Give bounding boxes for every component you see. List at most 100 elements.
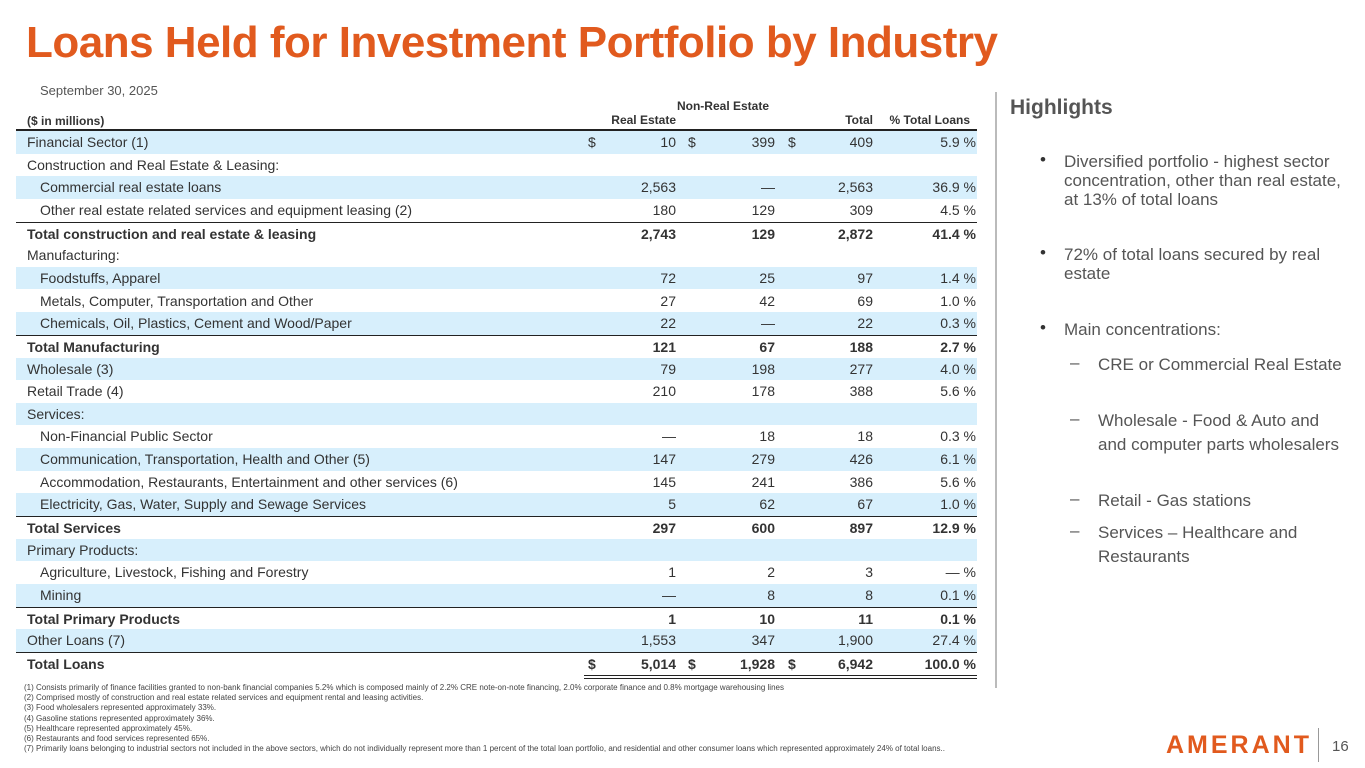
logo-divider bbox=[1318, 728, 1319, 762]
sub-text: Wholesale - Food & Auto and and computer… bbox=[1098, 411, 1339, 454]
cell: 2 bbox=[767, 564, 775, 581]
cell: 129 bbox=[751, 201, 775, 218]
row-label: Total Loans bbox=[27, 655, 105, 672]
row-label: Financial Sector (1) bbox=[27, 134, 149, 150]
cell: 22 bbox=[857, 315, 873, 332]
cell: 309 bbox=[849, 201, 873, 218]
table-row: Total Loans 5,014 $1,928 $6,942 $100.0 % bbox=[16, 651, 977, 675]
row-label: Wholesale (3) bbox=[27, 360, 114, 377]
cell: 0.1 % bbox=[940, 610, 976, 627]
row-label: Retail Trade (4) bbox=[27, 383, 124, 400]
table-row: Total Manufacturing 121 67 188 2.7 % bbox=[16, 334, 977, 358]
table-row: Chemicals, Oil, Plastics, Cement and Woo… bbox=[16, 312, 977, 335]
currency: $ bbox=[588, 134, 596, 150]
footnote: (3) Food wholesalers represented approxi… bbox=[24, 703, 217, 713]
bullet-dot: • bbox=[1040, 150, 1046, 169]
table-row: Mining — 8 8 0.1 % bbox=[16, 584, 977, 607]
cell: 2,563 bbox=[640, 179, 676, 196]
table-row: Services: bbox=[16, 402, 977, 426]
row-label: Manufacturing: bbox=[27, 247, 120, 264]
table-row: Accommodation, Restaurants, Entertainmen… bbox=[16, 471, 977, 494]
table-row: Foodstuffs, Apparel 72 25 97 1.4 % bbox=[16, 266, 977, 290]
table-header: % Total Loans bbox=[889, 113, 970, 127]
page-number: 16 bbox=[1332, 738, 1349, 755]
table-row: Non-Financial Public Sector — 18 18 0.3 % bbox=[16, 425, 977, 448]
cell: 8 bbox=[767, 587, 775, 603]
cell: 5.6 % bbox=[940, 383, 976, 400]
table-row: Retail Trade (4) 210 178 388 5.6 % bbox=[16, 380, 977, 403]
cell: 11 bbox=[858, 610, 873, 627]
cell: 8 bbox=[865, 587, 873, 603]
cell: 409 bbox=[849, 134, 873, 150]
sub-text: Services – Healthcare and Restaurants bbox=[1098, 523, 1298, 566]
cell: 0.3 % bbox=[940, 428, 976, 445]
currency: $ bbox=[788, 655, 796, 672]
cell: 0.1 % bbox=[940, 587, 976, 603]
table-row: Wholesale (3) 79 198 277 4.0 % bbox=[16, 357, 977, 381]
cell: 6.1 % bbox=[940, 451, 976, 468]
cell: 279 bbox=[751, 451, 775, 468]
sub-text: CRE or Commercial Real Estate bbox=[1098, 355, 1342, 374]
sub-dash: – bbox=[1070, 353, 1080, 372]
table-row: Construction and Real Estate & Leasing: bbox=[16, 154, 977, 177]
total-rule bbox=[584, 674, 977, 676]
divider bbox=[995, 92, 997, 688]
cell: 2,563 bbox=[837, 179, 873, 196]
title: Loans Held for Investment Portfolio by I… bbox=[26, 18, 998, 67]
cell: 121 bbox=[652, 338, 676, 355]
cell: 180 bbox=[652, 201, 676, 218]
cell: 1.4 % bbox=[940, 269, 976, 286]
table-row: Primary Products: bbox=[16, 538, 977, 562]
table-row: Total Services 297 600 897 12.9 % bbox=[16, 516, 977, 539]
cell: 399 bbox=[751, 134, 775, 150]
cell: 188 bbox=[849, 338, 873, 355]
cell: 0.3 % bbox=[940, 315, 976, 332]
cell: 22 bbox=[660, 315, 676, 332]
total-rule bbox=[584, 677, 977, 679]
cell: 386 bbox=[849, 473, 873, 490]
cell: 297 bbox=[652, 520, 676, 537]
cell: 2,872 bbox=[837, 225, 873, 242]
cell: 36.9 % bbox=[932, 179, 976, 196]
row-label: Total construction and real estate & lea… bbox=[27, 225, 317, 242]
row-label: Metals, Computer, Transportation and Oth… bbox=[40, 292, 314, 309]
bullet-text: Main concentrations: bbox=[1064, 320, 1221, 339]
footnote: (6) Restaurants and food services repres… bbox=[24, 734, 210, 743]
cell: 5.9 % bbox=[940, 134, 976, 150]
cell: 347 bbox=[751, 632, 775, 649]
cell: 129 bbox=[751, 225, 775, 242]
row-label: Other real estate related services and e… bbox=[40, 201, 412, 218]
currency: $ bbox=[688, 134, 696, 150]
row-label: Communication, Transportation, Health an… bbox=[40, 451, 370, 468]
cell: 5.6 % bbox=[940, 473, 976, 490]
footnote: (5) Healthcare represented approximately… bbox=[24, 723, 193, 733]
cell: 1,553 bbox=[640, 632, 676, 649]
table-row: Other Loans (7) 1,553 347 1,900 27.4 % bbox=[16, 629, 977, 652]
row-label: Total Primary Products bbox=[27, 610, 181, 627]
sub-dash: – bbox=[1070, 521, 1080, 540]
cell: 1.0 % bbox=[940, 496, 976, 513]
cell: 897 bbox=[849, 520, 873, 537]
cell: 5,014 bbox=[640, 655, 676, 672]
row-label: Other Loans (7) bbox=[27, 632, 126, 649]
row-label: Accommodation, Restaurants, Entertainmen… bbox=[40, 473, 458, 490]
row-label: Agriculture, Livestock, Fishing and Fore… bbox=[40, 564, 309, 581]
table-header: Real Estate bbox=[611, 113, 676, 127]
cell: 67 bbox=[759, 338, 775, 355]
table-row: Commercial real estate loans 2,563 — 2,563 3… bbox=[16, 176, 977, 199]
cell: 10 bbox=[759, 610, 775, 627]
cell: 4.0 % bbox=[940, 360, 976, 377]
cell: 97 bbox=[857, 269, 873, 286]
cell: 25 bbox=[759, 269, 775, 286]
table-header: Total bbox=[845, 113, 873, 127]
table-row: Metals, Computer, Transportation and Oth… bbox=[16, 290, 977, 313]
cell: 178 bbox=[751, 383, 775, 400]
row-label: Foodstuffs, Apparel bbox=[40, 269, 161, 286]
bullet-dot: • bbox=[1040, 318, 1046, 337]
cell: 4.5 % bbox=[940, 201, 976, 218]
row-label: Construction and Real Estate & Leasing: bbox=[27, 156, 280, 173]
cell: 27 bbox=[660, 292, 676, 309]
row-label: Services: bbox=[27, 405, 85, 422]
currency: $ bbox=[588, 655, 596, 672]
date: September 30, 2025 bbox=[40, 83, 158, 98]
